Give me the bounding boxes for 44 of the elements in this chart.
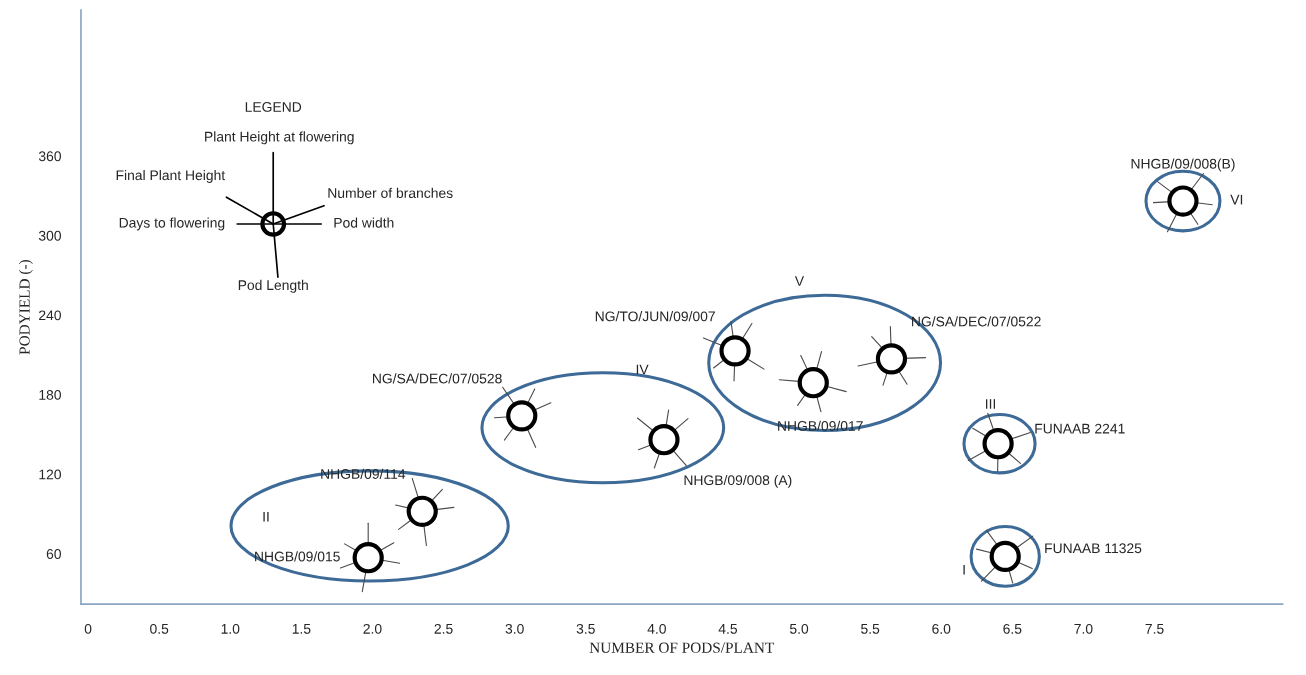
- annotation: Final Plant Height: [116, 169, 226, 183]
- x-tick-label: 5.0: [789, 623, 809, 634]
- y-tick-label: 300: [38, 230, 61, 241]
- x-tick-label: 7.5: [1145, 624, 1164, 634]
- x-tick-label: 6.5: [1003, 623, 1022, 634]
- annotation: Days to flowering: [119, 217, 225, 231]
- annotation: NG/TO/JUN/09/007: [595, 311, 715, 322]
- annotation: NHGB/09/008 (A): [684, 474, 792, 488]
- annotation: I: [963, 564, 965, 575]
- annotation: Pod width: [334, 217, 394, 228]
- y-tick-label: 60: [46, 549, 61, 559]
- y-tick-label: 360: [38, 151, 61, 162]
- x-tick-label: 4.0: [647, 623, 666, 634]
- annotation: NHGB/09/015: [255, 551, 340, 562]
- x-tick-label: 4.5: [718, 624, 738, 634]
- annotation: FUNAAB 11325: [1045, 543, 1142, 554]
- annotation: NG/SA/DEC/07/0528: [373, 373, 502, 384]
- annotation: IV: [636, 364, 649, 375]
- annotation: II: [263, 512, 269, 522]
- annotation: Number of branches: [328, 187, 453, 198]
- annotation: Pod Length: [238, 279, 308, 293]
- x-tick-label: 3.0: [505, 623, 524, 634]
- x-tick-label: 3.5: [576, 623, 595, 634]
- annotation: III: [986, 399, 996, 409]
- x-tick-label: 2.0: [363, 623, 382, 634]
- x-tick-label: 0.5: [150, 623, 169, 634]
- x-tick-label: 1.0: [221, 623, 240, 634]
- annotation: Plant Height at flowering: [205, 131, 354, 145]
- x-tick-label: 1.5: [292, 624, 311, 634]
- x-axis-title: NUMBER OF PODS/PLANT: [589, 642, 775, 653]
- annotation: LEGEND: [245, 102, 302, 112]
- x-tick-label: 0: [84, 623, 92, 634]
- annotation: NHGB/09/008(B): [1131, 158, 1235, 172]
- annotation: VI: [1230, 194, 1243, 205]
- x-tick-label: 5.5: [861, 624, 880, 634]
- x-tick-label: 6.0: [932, 623, 951, 634]
- annotation: V: [794, 276, 805, 286]
- y-axis-title: PODYIELD (-): [18, 260, 33, 355]
- y-tick-label: 240: [39, 310, 61, 321]
- annotation: FUNAAB 2241: [1035, 423, 1125, 434]
- y-tick-label: 180: [39, 389, 61, 400]
- x-tick-label: 7.0: [1074, 623, 1093, 634]
- y-tick-label: 120: [39, 469, 61, 480]
- x-tick-label: 2.5: [434, 623, 453, 634]
